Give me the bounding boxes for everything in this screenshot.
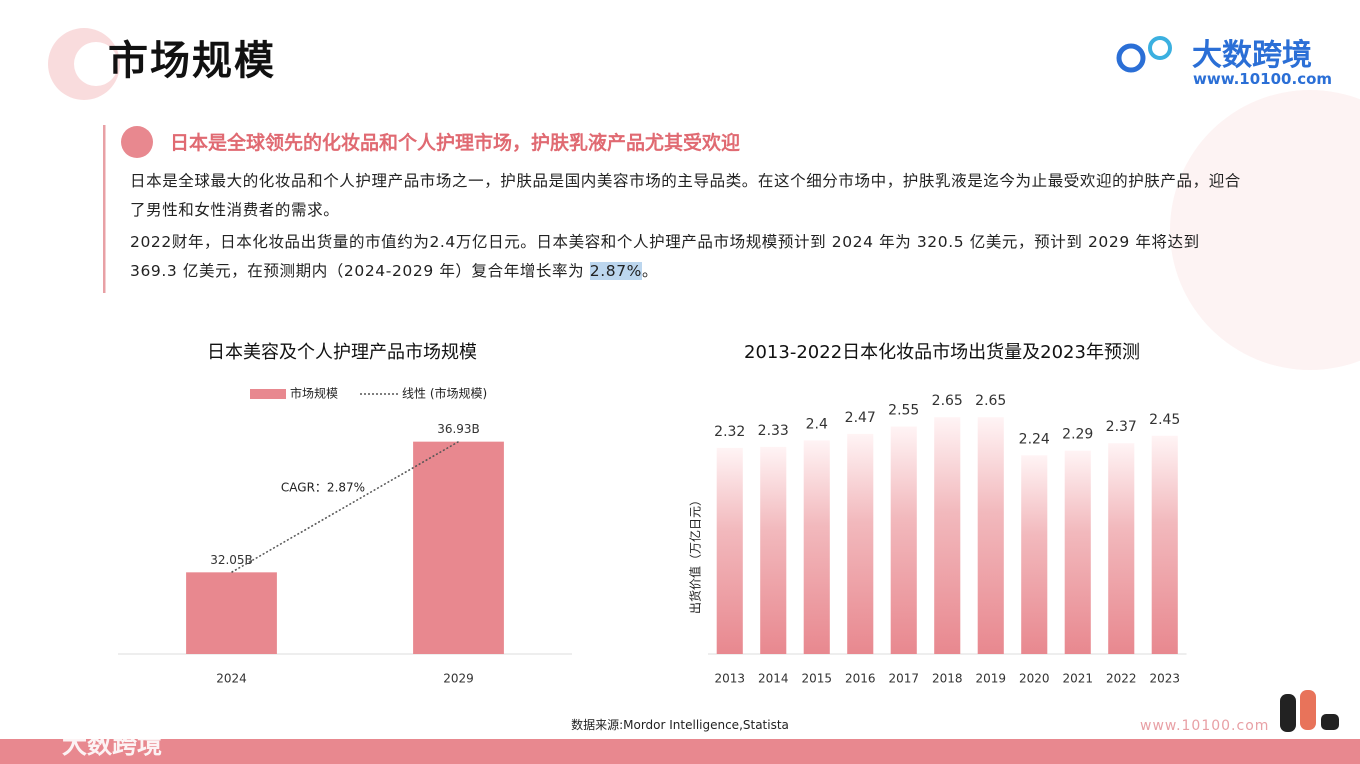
bar (1021, 455, 1048, 654)
x-tick-label: 2014 (758, 672, 789, 686)
x-tick-label: 2024 (216, 672, 247, 686)
logo-mark (1116, 43, 1146, 73)
value-label: 2.55 (888, 403, 919, 419)
value-label: 2.32 (714, 424, 745, 440)
text: 。 (642, 262, 659, 280)
value-label: 2.4 (806, 416, 828, 432)
x-tick-label: 2016 (845, 672, 876, 686)
value-label: 32.05B (210, 553, 253, 567)
logo-text: 大数跨境 (1192, 38, 1312, 73)
bar (977, 417, 1004, 654)
bar (934, 417, 961, 654)
bar (1151, 435, 1178, 654)
logo-mark (1148, 36, 1172, 60)
paragraph: 2022财年，日本化妆品出货量的市值约为2.4万亿日元。日本美容和个人护理产品市… (130, 228, 1250, 286)
bar (760, 446, 787, 654)
source: 数据来源:Mordor Intelligence,Statista (571, 718, 789, 732)
value-label: 2.65 (975, 393, 1006, 409)
section-heading: 日本是全球领先的化妆品和个人护理市场，护肤乳液产品尤其受欢迎 (170, 132, 741, 154)
x-tick-label: 2015 (801, 672, 832, 686)
footer-icon (1321, 714, 1339, 730)
y-axis-label: 出货价值（万亿日元） (688, 494, 703, 614)
bar (1108, 443, 1135, 654)
bar (890, 426, 917, 654)
x-tick-label: 2013 (714, 672, 745, 686)
footer-url: www.10100.com (1140, 718, 1270, 734)
heading-icon (121, 126, 153, 158)
highlight: 2.87% (589, 262, 642, 280)
chart-title: 2013-2022日本化妆品市场出货量及2023年预测 (744, 342, 1140, 363)
x-tick-label: 2023 (1149, 672, 1180, 686)
bar (413, 441, 504, 654)
text: 2022财年，日本化妆品出货量的市值约为2.4万亿日元。日本美容和个人护理产品市… (130, 233, 1200, 280)
bar (716, 447, 743, 654)
x-tick-label: 2029 (443, 672, 474, 686)
x-tick-label: 2020 (1019, 672, 1050, 686)
logo-url: www.10100.com (1193, 70, 1333, 88)
page-title: 市场规模 (108, 38, 276, 84)
x-tick-label: 2021 (1062, 672, 1093, 686)
x-tick-label: 2019 (975, 672, 1006, 686)
value-label: 2.33 (758, 423, 789, 439)
bar (847, 433, 874, 654)
x-tick-label: 2017 (888, 672, 919, 686)
footer-icon (1280, 694, 1296, 732)
legend-label: 线性 (市场规模) (402, 386, 487, 401)
bar (186, 572, 277, 654)
value-label: 2.24 (1019, 431, 1050, 447)
annotation: CAGR：2.87% (281, 481, 365, 495)
legend-swatch (250, 389, 286, 399)
quote-bar (103, 125, 106, 293)
bar (1064, 450, 1091, 654)
footer-icon (1300, 690, 1316, 730)
value-label: 36.93B (437, 422, 480, 436)
title-deco (74, 42, 118, 86)
footer-bar (0, 739, 1360, 764)
x-tick-label: 2022 (1106, 672, 1137, 686)
value-label: 2.47 (845, 410, 876, 426)
value-label: 2.29 (1062, 427, 1093, 443)
watermark: 大数跨境 (62, 730, 163, 759)
legend-label: 市场规模 (290, 386, 338, 401)
bg-deco (1170, 90, 1360, 370)
paragraph: 日本是全球最大的化妆品和个人护理产品市场之一，护肤品是国内美容市场的主导品类。在… (130, 172, 1241, 219)
value-label: 2.37 (1106, 419, 1137, 435)
x-tick-label: 2018 (932, 672, 963, 686)
chart-title: 日本美容及个人护理产品市场规模 (207, 342, 477, 363)
value-label: 2.65 (932, 393, 963, 409)
value-label: 2.45 (1149, 412, 1180, 428)
bar (803, 440, 830, 654)
